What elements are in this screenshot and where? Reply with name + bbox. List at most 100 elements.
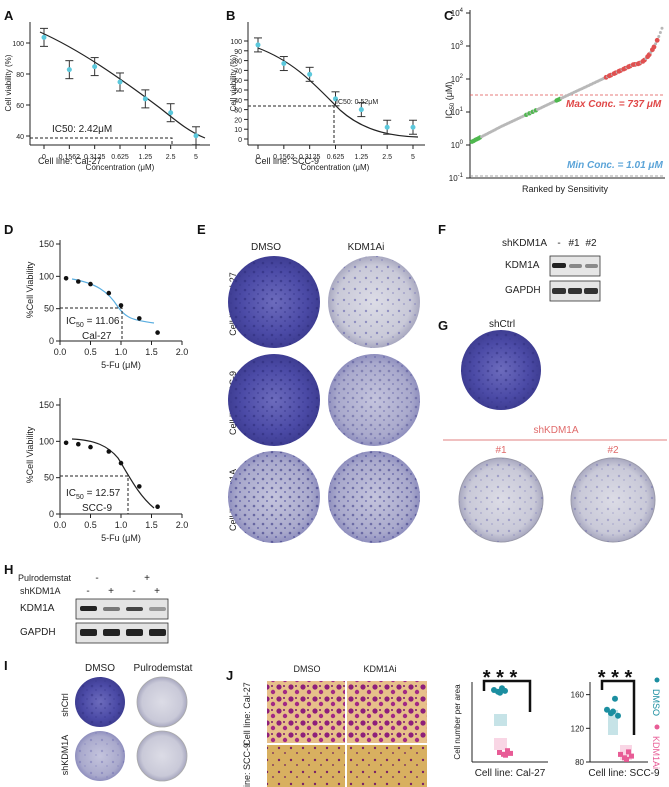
well-e-het1a-dmso-colonies: [228, 451, 320, 543]
panel-d-bottom-points: [63, 440, 160, 510]
d-top-val: = 11.06: [84, 316, 120, 327]
a-point-5: [168, 110, 174, 116]
panel-d-bottom-y-ticks: 150 100 50 0: [39, 400, 60, 519]
d-bot-ic: IC: [66, 488, 76, 499]
b-point-1: [281, 61, 287, 67]
d1-xtick-label-4: 2.0: [176, 347, 189, 357]
panel-j-label: J: [226, 668, 233, 683]
panel-d-bottom-ic50-guide: [60, 475, 129, 514]
d2-xtick-label-2: 1.0: [115, 520, 128, 530]
panel-d-bottom-ic50: IC50 = 12.57: [66, 488, 121, 501]
b-ytick-label-6: 40: [234, 98, 242, 105]
j2-dmso-point-2: [612, 695, 618, 702]
j2-kdm1ai-point-2: [626, 749, 631, 755]
panel-e-wells: [228, 256, 420, 543]
a-ytick-label-2: 60: [16, 103, 24, 110]
c-ytick-label-0: 100: [451, 140, 464, 150]
panel-h-r2-2: +: [108, 586, 114, 597]
d1-point-2: [88, 281, 93, 287]
c-point-117: [657, 35, 661, 38]
j2-dmso-point-3: [615, 712, 621, 719]
blot-f-kdm1a-band-2: [585, 264, 598, 268]
c-point-116: [654, 37, 660, 43]
j1-dmso-point-3: [502, 687, 508, 694]
d1-ytick-label-2: 50: [44, 304, 54, 314]
panel-h-band-kdm1a: KDM1A: [20, 603, 55, 614]
d1-ytick-label-1: 100: [39, 271, 54, 281]
d1-point-5: [137, 316, 142, 321]
a-xtick-label-1: 0.1562: [59, 154, 81, 161]
b-ytick-label-1: 90: [234, 49, 242, 56]
panel-h-band-gapdh: GAPDH: [20, 627, 56, 638]
d2-point-4: [118, 460, 124, 466]
a-point-6: [193, 133, 199, 139]
j1-kdm1ai-point-0: [497, 750, 502, 755]
panel-j: J DMSO KDM1Ai Cell line: Cal-27 Cell lin…: [226, 664, 661, 787]
j-legend-dmso: DMSO: [651, 689, 661, 716]
b-xtick-label-0: 0: [256, 154, 260, 161]
blot-f-kdm1a-band-1: [569, 264, 582, 268]
panel-g-shkdm1a: shKDM1A: [533, 425, 578, 436]
j-legend-kdm1ai-marker: [654, 724, 660, 730]
well-i-shkdm1a-dmso-colonies: [75, 731, 125, 781]
c-point-118: [658, 31, 662, 34]
b-point-5: [384, 124, 390, 130]
panel-h-row2: shKDM1A: [20, 586, 61, 596]
b-xtick-label-3: 0.625: [327, 154, 345, 161]
j1-points: [491, 685, 513, 758]
panel-d-bottom-ylabel: %Cell Viability: [25, 426, 35, 483]
b-ytick-label-3: 70: [234, 68, 242, 75]
d2-xtick-label-1: 0.5: [84, 520, 97, 530]
panel-b-cell-line: Cell line: SCC-9: [255, 156, 319, 166]
panel-j-row-scc9: Cell line: SCC-9: [242, 743, 252, 787]
b-point-4: [358, 107, 364, 113]
well-e-cal27-dmso-colonies: [228, 256, 320, 348]
j2-ytick-label-0: 160: [571, 691, 585, 700]
d1-point-1: [76, 279, 81, 284]
panel-f: F shKDM1A - #1 #2 KDM1A GAPDH: [438, 222, 601, 302]
j2-y-ticks: 160 120 80: [571, 691, 590, 767]
d-bot-sub: 50: [76, 494, 84, 501]
panel-d-top-ic50: IC50 = 11.06: [66, 316, 120, 329]
panel-h-row1: Pulrodemstat: [18, 573, 72, 583]
j1-kdm1ai-point-3: [508, 750, 513, 756]
well-i-shctrl-pulro: [136, 676, 188, 728]
panel-b-ylabel: Cell viability (%): [229, 54, 238, 111]
panel-b-x-ticks: 0 0.1562 0.3125 0.625 1.25 2.5 5: [256, 145, 415, 161]
panel-e-col-kdm1ai: KDM1Ai: [348, 242, 385, 253]
panel-h-r1-plus: +: [144, 573, 150, 584]
panel-f-lane-1: #1: [568, 238, 580, 249]
panel-b-points: [254, 37, 417, 135]
j1-kdm1ai-point-2: [505, 748, 510, 754]
panel-b-label: B: [226, 8, 235, 23]
panel-d-bottom-xlabel: 5-Fu (μM): [101, 533, 141, 543]
j2-bracket: [600, 679, 636, 735]
panel-d-top-ic50-guide: [60, 307, 123, 341]
panel-g-label: G: [438, 318, 448, 333]
j2-dmso-point-4: [610, 708, 616, 715]
b-ytick-label-4: 60: [234, 78, 242, 85]
d1-ytick-label-3: 0: [49, 336, 54, 346]
panel-c-label: C: [444, 8, 454, 23]
panel-f-header: shKDM1A: [502, 238, 547, 249]
c-point-119: [660, 26, 664, 30]
d1-xtick-label-3: 1.5: [145, 347, 158, 357]
panel-d-top-y-ticks: 150 100 50 0: [39, 239, 60, 346]
j1-kdm1ai-point-4: [503, 752, 508, 758]
c-ytick-label-2: 102: [451, 74, 464, 84]
panel-f-label: F: [438, 222, 446, 237]
d2-point-5: [137, 484, 142, 489]
panel-d-bottom-fit: [71, 438, 155, 509]
blot-h-kdm1a-band-1: [80, 606, 97, 611]
image-j-scc9-kdm1ai: [347, 745, 427, 787]
a-ytick-label-3: 40: [16, 134, 24, 141]
b-ytick-label-9: 10: [234, 127, 242, 134]
d2-ytick-label-0: 150: [39, 400, 54, 410]
a-ytick-label-1: 80: [16, 72, 24, 79]
b-xtick-label-1: 0.1562: [273, 154, 295, 161]
a-xtick-label-2: 0.3125: [84, 154, 106, 161]
j2-kdm1ai-point-0: [618, 751, 623, 757]
d2-point-6: [155, 504, 160, 510]
j1-stars: * * *: [483, 667, 518, 689]
